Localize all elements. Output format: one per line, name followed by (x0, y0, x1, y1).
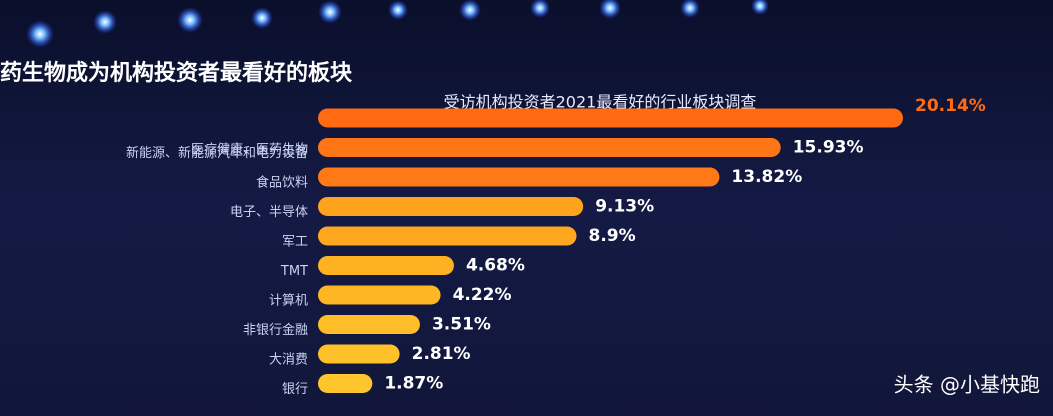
bar (318, 197, 584, 216)
category-label: 新能源、新能源汽车和电力设备 (126, 145, 308, 161)
bar (318, 138, 781, 157)
value-label: 15.93% (793, 138, 864, 158)
value-label: 1.87% (384, 374, 443, 394)
category-label: 医疗健康、医药生物 (191, 142, 308, 158)
category-label: 军工 (282, 235, 308, 250)
plot: 医疗健康、医药生物 20.14% 新能源、新能源汽车和电力设备 15.93% 食品饮料 1… (126, 96, 986, 397)
category-label: 银行 (282, 382, 308, 397)
value-label: 2.81% (412, 344, 471, 364)
value-label: 4.22% (453, 285, 512, 305)
value-label: 4.68% (466, 256, 525, 276)
category-label: TMT (280, 264, 308, 279)
watermark: 头条 @小基快跑 (894, 373, 1040, 397)
bar (318, 226, 577, 246)
value-label: 13.82% (731, 167, 802, 187)
category-label: 计算机 (269, 294, 308, 309)
category-label: 电子、半导体 (230, 205, 308, 220)
bar (318, 285, 441, 305)
bar (318, 256, 454, 275)
bar (318, 315, 420, 334)
category-label: 食品饮料 (256, 175, 308, 191)
bar (318, 374, 373, 393)
value-label: 20.14% (915, 96, 986, 116)
slide-heading: 药生物成为机构投资者最看好的板块 (0, 60, 353, 86)
bar (318, 167, 720, 187)
category-label: 非银行金融 (243, 322, 308, 338)
value-label: 9.13% (595, 197, 654, 217)
bar (318, 344, 400, 364)
chart-title: 受访机构投资者2021最看好的行业板块调查 (444, 93, 757, 112)
value-label: 3.51% (432, 315, 491, 335)
stage-lights (26, 0, 769, 48)
category-label: 大消费 (269, 353, 308, 368)
value-label: 8.9% (589, 226, 636, 246)
bar (318, 108, 903, 128)
